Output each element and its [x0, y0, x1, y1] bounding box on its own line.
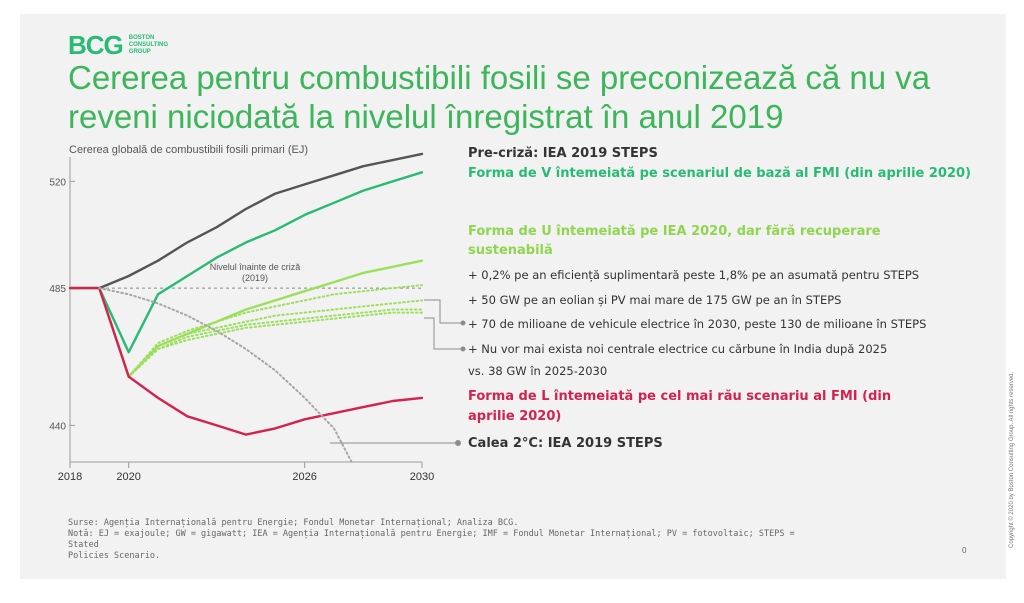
- x-tick-label: 2026: [292, 471, 316, 483]
- x-tick-label: 2018: [58, 471, 82, 483]
- y-tick-label: 520: [49, 177, 66, 188]
- series-line-3: [127, 284, 423, 378]
- leader-line-coal: [424, 317, 463, 350]
- leader-dot-2c: [455, 440, 461, 446]
- y-axis-title: Cererea globală de combustibili fosili p…: [69, 144, 309, 156]
- footer-notes: Surse: Agenția Internațională pentru Ene…: [68, 518, 828, 562]
- footer-sources: Surse: Agenția Internațională pentru Ene…: [68, 518, 519, 528]
- leader-dot-ev: [460, 320, 466, 326]
- legend-bullet-coal-2: vs. 38 GW în 2025-2030: [468, 364, 608, 378]
- legend-precriza: Pre-criză: IEA 2019 STEPS: [468, 146, 658, 161]
- footer-note-cont: Policies Scenario.: [68, 551, 161, 561]
- leader-line-ev: [424, 299, 463, 324]
- legend-bullet-wind-pv: + 50 GW pe an eolian și PV mai mare de 1…: [468, 293, 842, 307]
- bcg-logo: BCG BOSTON CONSULTING GROUP: [68, 32, 189, 58]
- slide-background: [20, 14, 1006, 579]
- legend-2c-path: Calea 2°C: IEA 2019 STEPS: [468, 436, 663, 451]
- x-tick-label: 2020: [116, 471, 140, 483]
- series-line-8: [98, 287, 353, 463]
- legend-l-shape-1: Forma de L întemeiată pe cel mai rău sce…: [468, 389, 892, 404]
- series-line-5: [127, 308, 423, 378]
- legend-bullet-ev: + 70 de milioane de vehicule electrice î…: [468, 317, 927, 331]
- series-line-6: [127, 311, 423, 378]
- series-line-4: [127, 299, 423, 378]
- reference-line-label: Nivelul înainte de criză: [210, 262, 301, 272]
- legend-bullet-coal: + Nu vor mai exista noi centrale electri…: [468, 342, 888, 356]
- footer-note: Notă: EJ = exajoule; GW = gigawatt; IEA …: [68, 529, 795, 550]
- reference-line-label-year: (2019): [242, 273, 268, 283]
- series-line-1: [68, 171, 424, 354]
- legend-v-shape: Forma de V întemeiată pe scenariul de ba…: [468, 166, 971, 181]
- leader-dot-coal: [460, 346, 466, 352]
- page-number: 0: [962, 546, 967, 555]
- copyright: Copyright © 2020 by Boston Consulting Gr…: [1009, 371, 1015, 548]
- series-line-7: [68, 286, 424, 436]
- x-tick-label: 2030: [410, 471, 434, 483]
- legend-l-shape-2: aprilie 2020): [468, 409, 562, 424]
- series-line-0: [68, 152, 424, 290]
- y-tick-label: 485: [49, 284, 66, 295]
- slide-title: Cererea pentru combustibili fosili se pr…: [68, 59, 931, 135]
- logo-text: BOSTON CONSULTING GROUP: [128, 34, 169, 55]
- legend-u-shape-2: sustenabilă: [468, 243, 553, 258]
- y-tick-label: 440: [49, 421, 66, 432]
- logo-mark: BCG: [68, 30, 124, 60]
- legend-u-shape-1: Forma de U întemeiată pe IEA 2020, dar f…: [468, 224, 881, 239]
- legend-bullet-efficiency: + 0,2% pe an eficiență suplimentară pest…: [468, 268, 920, 282]
